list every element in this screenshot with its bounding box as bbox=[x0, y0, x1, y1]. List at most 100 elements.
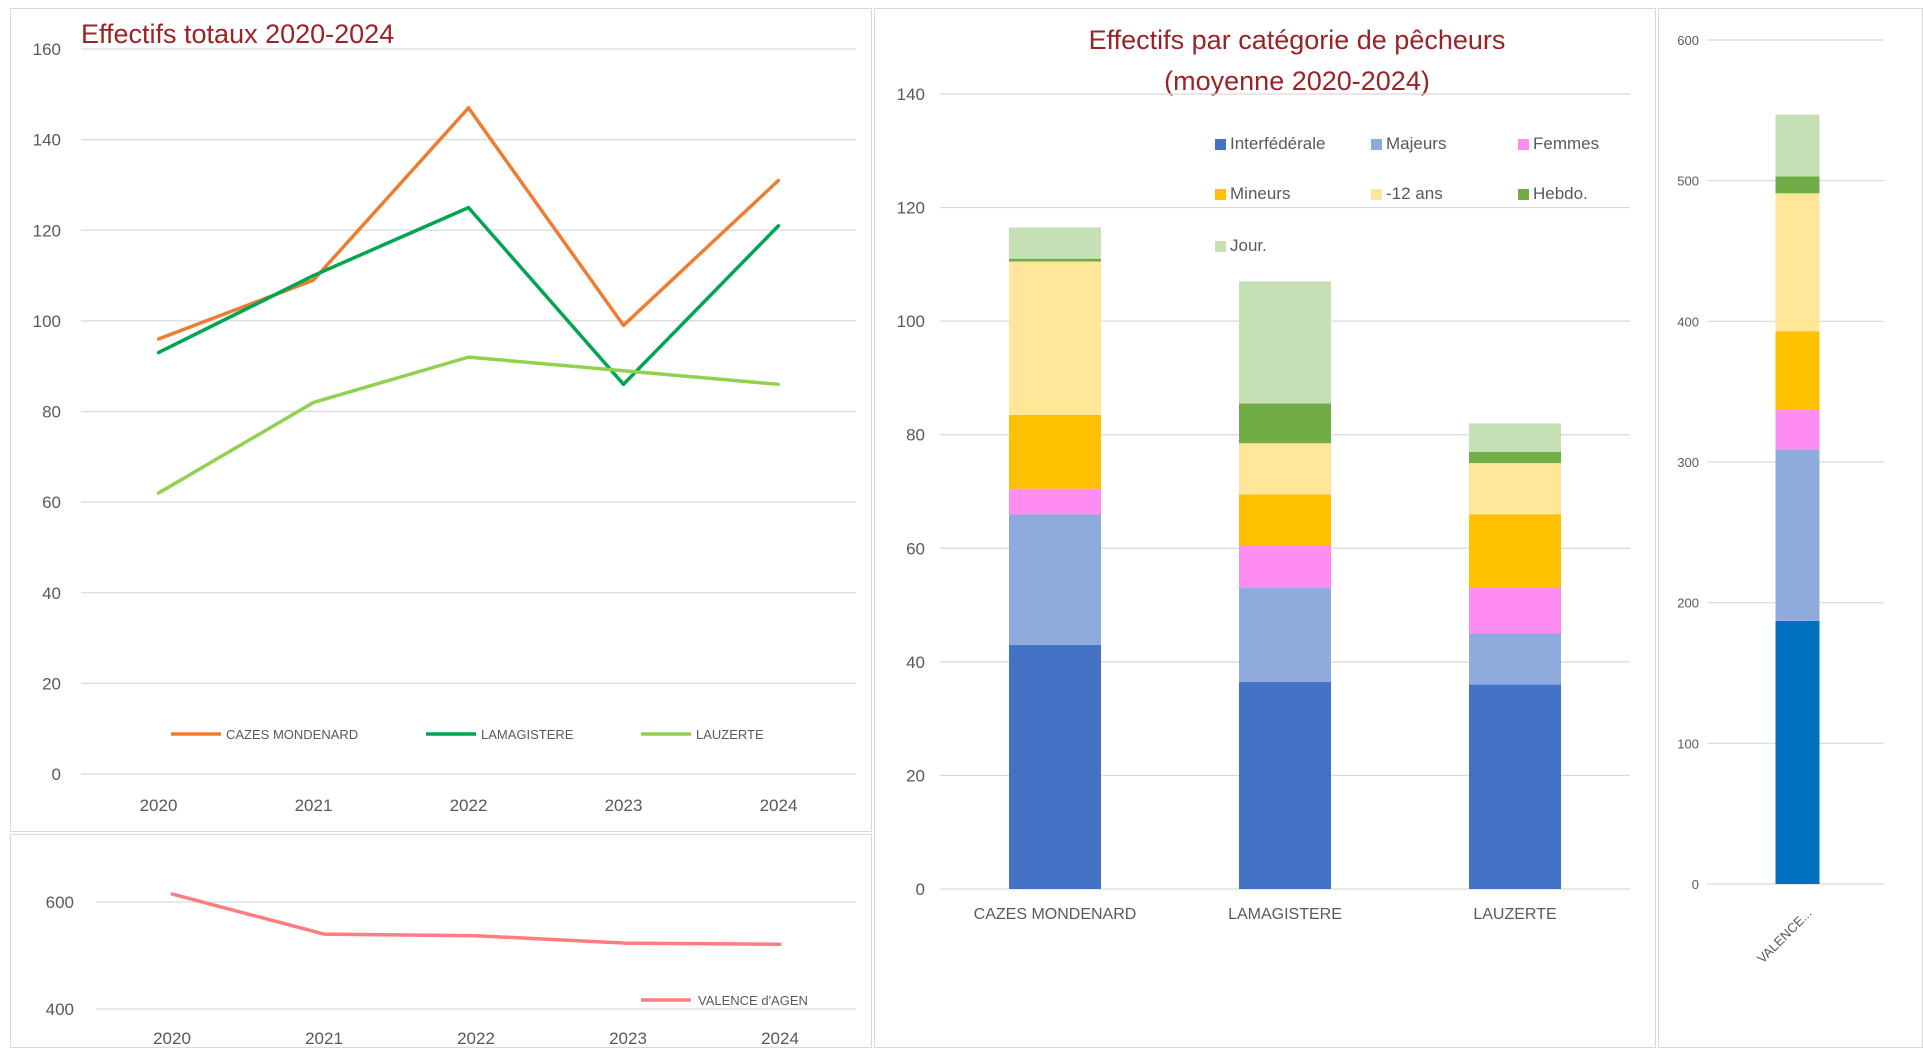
data-point-lamagistere bbox=[622, 383, 625, 386]
y-tick-label: 400 bbox=[46, 1000, 74, 1019]
x-tick-label: 2021 bbox=[305, 1029, 343, 1048]
bar-segment-12-ans bbox=[1469, 463, 1561, 514]
series-line-cazes-mondenard bbox=[159, 108, 779, 339]
y-tick-label: 60 bbox=[42, 493, 61, 512]
bar-segment-femmes bbox=[1776, 410, 1820, 449]
x-tick-label: 2021 bbox=[295, 796, 333, 815]
y-tick-label: 160 bbox=[33, 40, 61, 59]
bar-segment-mineurs bbox=[1469, 514, 1561, 588]
categories-svg: Effectifs par catégorie de pêcheurs (moy… bbox=[875, 9, 1656, 1048]
y-tick-label: 0 bbox=[916, 880, 925, 899]
legend-label-valence-d-agen: VALENCE d'AGEN bbox=[698, 993, 808, 1008]
data-point-lamagistere bbox=[157, 351, 160, 354]
bar-segment-femmes bbox=[1239, 545, 1331, 588]
data-point-lamagistere bbox=[467, 206, 470, 209]
x-tick-label: 2022 bbox=[457, 1029, 495, 1048]
legend-swatch-mineurs bbox=[1215, 189, 1226, 200]
category-label: LAMAGISTERE bbox=[1228, 906, 1342, 923]
bar-segment-majeurs bbox=[1009, 514, 1101, 645]
valence-effectifs-svg: 400 600 2020 2021 2022 2023 2024 VALENCE d'AGEN bbox=[11, 835, 872, 1048]
valence-effectifs-chart: 400 600 2020 2021 2022 2023 2024 VALENCE d'AGEN bbox=[10, 834, 872, 1048]
legend-label-cazes-mondenard: CAZES MONDENARD bbox=[226, 727, 358, 742]
bar-segment-12-ans bbox=[1009, 262, 1101, 415]
chart-title-line-2: (moyenne 2020-2024) bbox=[1164, 66, 1430, 96]
legend-label-hebdo: Hebdo. bbox=[1533, 184, 1588, 203]
data-point-valence-d-agen bbox=[626, 942, 629, 945]
y-tick-label: 100 bbox=[1677, 736, 1699, 751]
data-point-cazes-mondenard bbox=[777, 179, 780, 182]
bar-segment-12-ans bbox=[1239, 443, 1331, 494]
legend-swatch-12-ans bbox=[1371, 189, 1382, 200]
x-tick-label: 2022 bbox=[450, 796, 488, 815]
bar-segment-hebdo bbox=[1776, 176, 1820, 193]
y-tick-label: 500 bbox=[1677, 174, 1699, 189]
data-point-cazes-mondenard bbox=[312, 278, 315, 281]
y-tick-label: 120 bbox=[33, 221, 61, 240]
bar-segment-jour bbox=[1469, 423, 1561, 451]
total-effectifs-svg: Effectifs totaux 2020-2024 0 20 40 60 80 100 1… bbox=[11, 9, 872, 832]
legend-label-lamagistere: LAMAGISTERE bbox=[481, 727, 574, 742]
bar-segment-jour bbox=[1239, 281, 1331, 403]
x-tick-label: 2024 bbox=[760, 796, 798, 815]
y-tick-label: 0 bbox=[52, 765, 61, 784]
y-tick-label: 300 bbox=[1677, 455, 1699, 470]
y-tick-label: 140 bbox=[33, 131, 61, 150]
category-label: LAUZERTE bbox=[1473, 906, 1556, 923]
data-point-lauzerte bbox=[467, 356, 470, 359]
y-tick-label: 0 bbox=[1692, 877, 1699, 892]
data-point-lauzerte bbox=[777, 383, 780, 386]
chart-title-line-1: Effectifs par catégorie de pêcheurs bbox=[1089, 25, 1506, 55]
bar-segment-mineurs bbox=[1239, 494, 1331, 545]
bar-segment-interf-d-rale bbox=[1776, 621, 1820, 884]
data-point-lauzerte bbox=[622, 369, 625, 372]
bar-segment-hebdo bbox=[1009, 259, 1101, 262]
data-point-lauzerte bbox=[157, 491, 160, 494]
bar-segment-12-ans bbox=[1776, 193, 1820, 331]
data-point-lamagistere bbox=[777, 224, 780, 227]
data-point-valence-d-agen bbox=[170, 892, 173, 895]
legend-label-femmes: Femmes bbox=[1533, 134, 1599, 153]
bar-segment-femmes bbox=[1009, 489, 1101, 515]
x-tick-label: 2020 bbox=[140, 796, 178, 815]
categories-chart: Effectifs par catégorie de pêcheurs (moy… bbox=[874, 8, 1656, 1048]
y-tick-label: 600 bbox=[46, 893, 74, 912]
bar-segment-hebdo bbox=[1469, 452, 1561, 463]
bar-segment-jour bbox=[1009, 227, 1101, 258]
data-point-valence-d-agen bbox=[322, 933, 325, 936]
y-tick-label: 140 bbox=[897, 85, 925, 104]
x-tick-label: 2020 bbox=[153, 1029, 191, 1048]
y-tick-label: 20 bbox=[906, 766, 925, 785]
bar-segment-interf-d-rale bbox=[1239, 682, 1331, 889]
valence-categories-chart: 0 100 200 300 400 500 600 VALENCE... bbox=[1658, 8, 1923, 1048]
x-tick-label: 2023 bbox=[605, 796, 643, 815]
data-point-cazes-mondenard bbox=[622, 324, 625, 327]
y-tick-label: 100 bbox=[897, 312, 925, 331]
y-tick-label: 60 bbox=[906, 539, 925, 558]
bar-segment-femmes bbox=[1469, 588, 1561, 633]
bar-segment-interf-d-rale bbox=[1469, 685, 1561, 889]
y-tick-label: 120 bbox=[897, 199, 925, 218]
legend-label-12-ans: -12 ans bbox=[1386, 184, 1443, 203]
category-label: CAZES MONDENARD bbox=[974, 906, 1137, 923]
category-label: VALENCE... bbox=[1754, 906, 1815, 967]
y-tick-label: 200 bbox=[1677, 596, 1699, 611]
data-point-cazes-mondenard bbox=[157, 337, 160, 340]
legend-label-jour: Jour. bbox=[1230, 236, 1267, 255]
total-effectifs-chart: Effectifs totaux 2020-2024 0 20 40 60 80 100 1… bbox=[10, 8, 872, 832]
y-tick-label: 40 bbox=[906, 653, 925, 672]
bar-segment-mineurs bbox=[1776, 331, 1820, 410]
bar-segment-jour bbox=[1776, 115, 1820, 177]
data-point-cazes-mondenard bbox=[467, 106, 470, 109]
data-point-valence-d-agen bbox=[778, 943, 781, 946]
bar-segment-majeurs bbox=[1469, 633, 1561, 684]
legend-label-lauzerte: LAUZERTE bbox=[696, 727, 764, 742]
series-line-lauzerte bbox=[159, 357, 779, 493]
legend-swatch-majeurs bbox=[1371, 139, 1382, 150]
legend-label-interf-d-rale: Interfédérale bbox=[1230, 134, 1325, 153]
y-tick-label: 20 bbox=[42, 674, 61, 693]
data-point-lauzerte bbox=[312, 401, 315, 404]
y-tick-label: 80 bbox=[906, 426, 925, 445]
y-tick-label: 40 bbox=[42, 584, 61, 603]
legend-label-mineurs: Mineurs bbox=[1230, 184, 1290, 203]
y-tick-label: 100 bbox=[33, 312, 61, 331]
